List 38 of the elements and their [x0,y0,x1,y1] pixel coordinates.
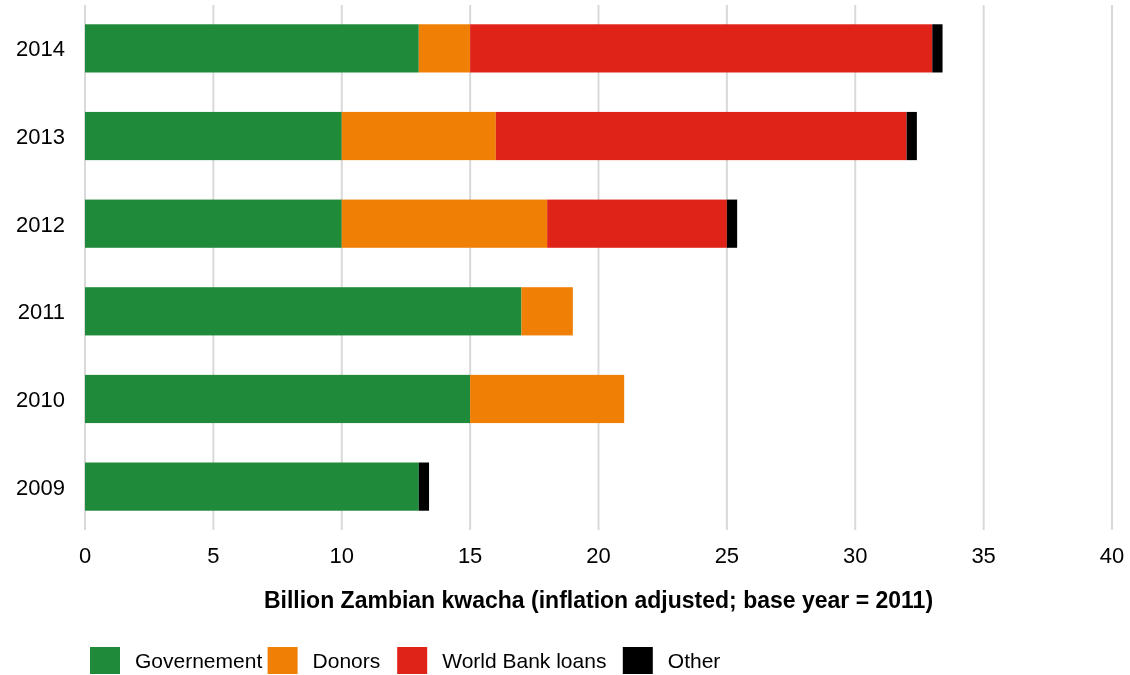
x-tick-label: 30 [843,543,868,568]
y-tick-label: 2009 [16,474,65,500]
bar [547,199,727,248]
bar [932,24,943,73]
bar [341,111,496,161]
x-tick-label: 0 [78,543,92,568]
y-tick-label: 2011 [17,299,65,325]
bar [726,199,738,248]
y-tick-label: 2013 [16,124,65,150]
x-tick-label: 35 [971,543,996,568]
y-tick-label: 2010 [16,386,65,412]
x-tick-label: 40 [1099,543,1125,568]
x-tick-label: 20 [586,543,611,568]
bar [85,111,342,161]
legend-label: Governement [135,649,263,672]
bar [85,24,419,73]
bar [85,199,342,248]
bar [906,111,917,161]
bar [85,287,522,336]
bar [341,199,548,248]
bar [521,287,573,336]
legend-label: Other [667,649,721,672]
legend-label: World Bank loans [442,649,607,672]
bar [470,374,625,424]
bar [85,374,471,424]
x-tick-label: 25 [714,543,740,568]
bar [418,24,471,73]
y-tick-label: 2014 [16,36,65,62]
y-tick-label: 2012 [16,211,65,237]
x-tick-label: 5 [207,543,220,568]
legend-label: Donors [312,649,381,672]
bar [495,111,907,161]
x-tick-label: 15 [457,543,483,568]
bar [470,24,933,73]
bar [85,462,419,511]
bar [418,462,430,511]
x-axis-title: Billion Zambian kwacha (inflation adjusted; base year = 2011) [263,587,934,613]
x-tick-label: 10 [329,543,354,568]
